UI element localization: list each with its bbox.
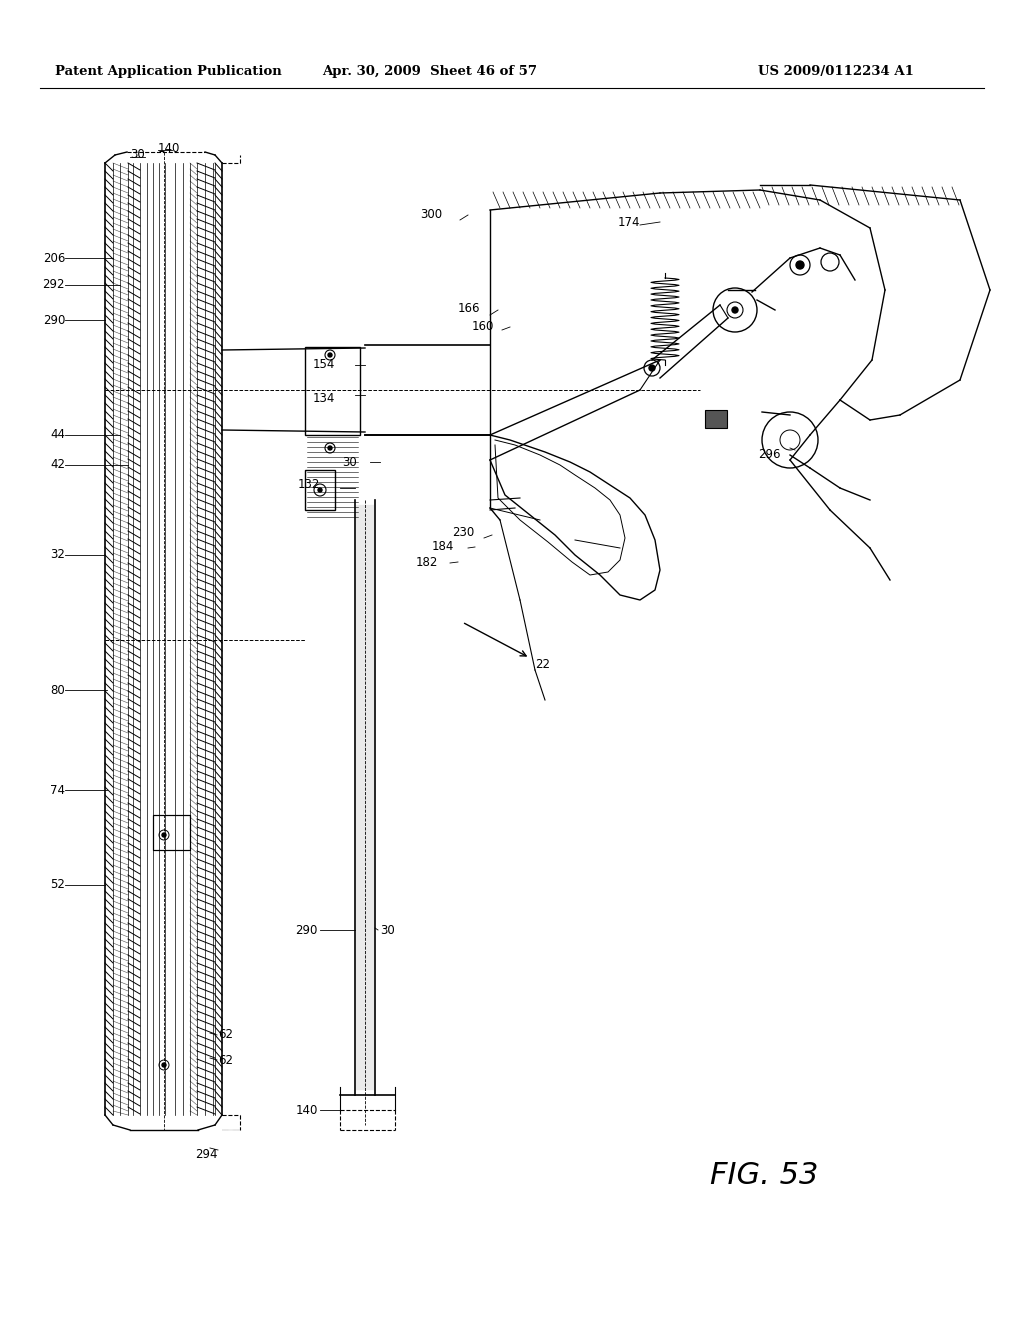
Text: Apr. 30, 2009  Sheet 46 of 57: Apr. 30, 2009 Sheet 46 of 57 (323, 66, 538, 78)
Text: 44: 44 (50, 429, 65, 441)
Circle shape (328, 446, 332, 450)
Text: 154: 154 (313, 359, 336, 371)
Text: 30: 30 (380, 924, 394, 936)
Text: 174: 174 (618, 215, 640, 228)
Text: 74: 74 (50, 784, 65, 796)
Text: 184: 184 (432, 540, 455, 553)
Text: 182: 182 (416, 556, 438, 569)
Circle shape (732, 308, 738, 313)
Text: 134: 134 (313, 392, 336, 404)
Text: 30: 30 (130, 149, 144, 161)
Text: 296: 296 (758, 449, 780, 462)
Bar (153, 814, 190, 850)
Text: 206: 206 (43, 252, 65, 264)
Bar (153, 814, 190, 850)
Text: Patent Application Publication: Patent Application Publication (55, 66, 282, 78)
Text: 52: 52 (50, 879, 65, 891)
Circle shape (796, 261, 804, 269)
Text: 300: 300 (420, 209, 442, 222)
Circle shape (649, 366, 655, 371)
Text: FIG. 53: FIG. 53 (710, 1160, 818, 1189)
Bar (305, 470, 335, 510)
Circle shape (162, 833, 166, 837)
Text: 132: 132 (298, 479, 321, 491)
Text: 32: 32 (50, 549, 65, 561)
Text: US 2009/0112234 A1: US 2009/0112234 A1 (758, 66, 913, 78)
Text: 22: 22 (535, 659, 550, 672)
Text: 80: 80 (50, 684, 65, 697)
Text: 42: 42 (50, 458, 65, 471)
Circle shape (328, 352, 332, 356)
Bar (305, 347, 360, 436)
Text: 290: 290 (43, 314, 65, 326)
Text: 230: 230 (452, 525, 474, 539)
Text: 160: 160 (472, 319, 495, 333)
Text: 140: 140 (296, 1104, 318, 1117)
Text: 140: 140 (158, 141, 180, 154)
Text: 166: 166 (458, 301, 480, 314)
Text: 62: 62 (218, 1053, 233, 1067)
Circle shape (162, 1063, 166, 1067)
Text: 290: 290 (296, 924, 318, 936)
Text: 292: 292 (43, 279, 65, 292)
Circle shape (318, 488, 322, 492)
Text: 294: 294 (195, 1148, 217, 1162)
Text: 30: 30 (342, 455, 356, 469)
Text: 62: 62 (218, 1028, 233, 1041)
Bar (705, 411, 727, 428)
